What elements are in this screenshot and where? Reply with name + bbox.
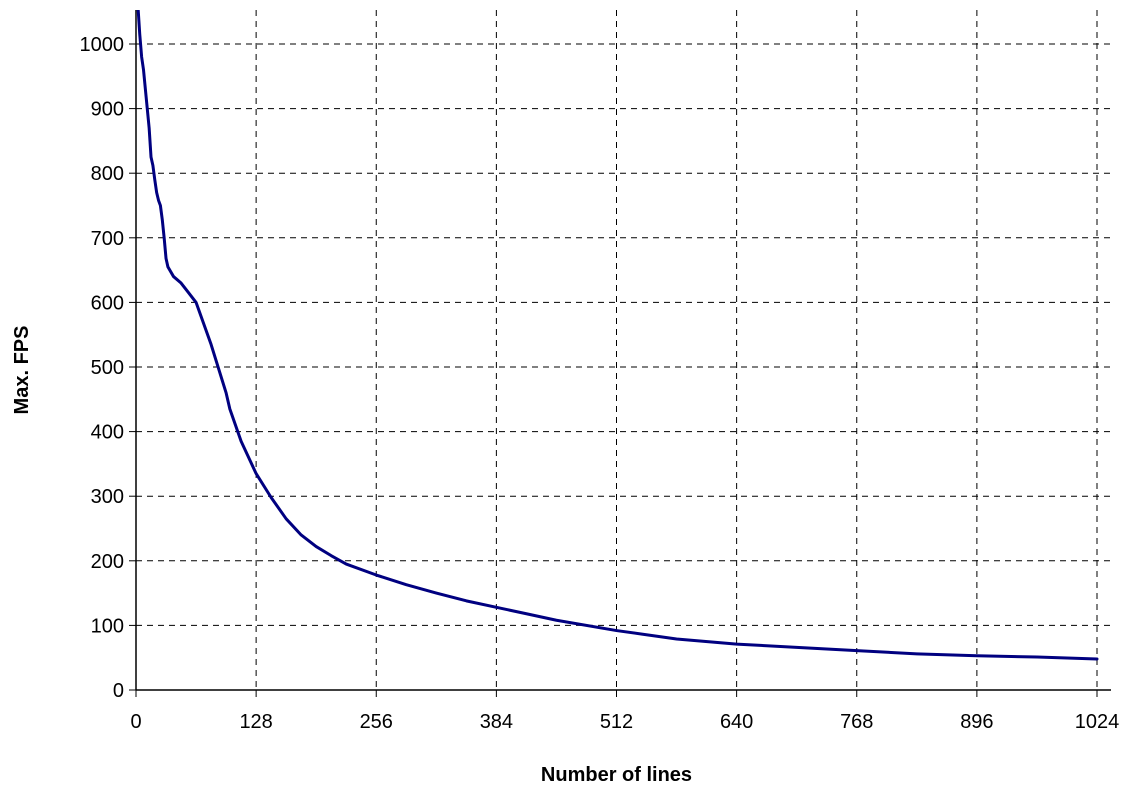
y-tick-label: 100	[91, 615, 124, 637]
y-tick-label: 400	[91, 422, 124, 444]
y-tick-label: 900	[91, 99, 124, 121]
x-tick-label: 128	[239, 711, 272, 733]
y-tick-label: 700	[91, 228, 124, 250]
x-tick-label: 640	[720, 711, 753, 733]
series	[136, 10, 1099, 661]
x-tick-label: 512	[600, 711, 633, 733]
y-tick-label: 200	[91, 551, 124, 573]
y-tick-label: 1000	[80, 34, 125, 56]
axes	[129, 10, 1111, 697]
y-tick-label: 600	[91, 292, 124, 314]
x-tick-label: 1024	[1075, 711, 1120, 733]
series-line-0	[136, 10, 1099, 661]
y-tick-label: 0	[113, 680, 124, 702]
x-tick-label: 256	[360, 711, 393, 733]
y-tick-label: 800	[91, 163, 124, 185]
x-axis-title: Number of lines	[541, 764, 692, 786]
y-axis-title: Max. FPS	[11, 326, 33, 415]
x-tick-label: 384	[480, 711, 513, 733]
tick-labels: 0 100 200 300 400 500 600 700 800 900 1000 0 128 256 3…	[80, 34, 1120, 733]
x-tick-label: 0	[130, 711, 141, 733]
x-tick-label: 768	[840, 711, 873, 733]
y-tick-label: 500	[91, 357, 124, 379]
x-tick-label: 896	[960, 711, 993, 733]
axis-titles: Number of lines Max. FPS	[11, 326, 692, 786]
grid	[136, 10, 1111, 690]
y-tick-label: 300	[91, 486, 124, 508]
